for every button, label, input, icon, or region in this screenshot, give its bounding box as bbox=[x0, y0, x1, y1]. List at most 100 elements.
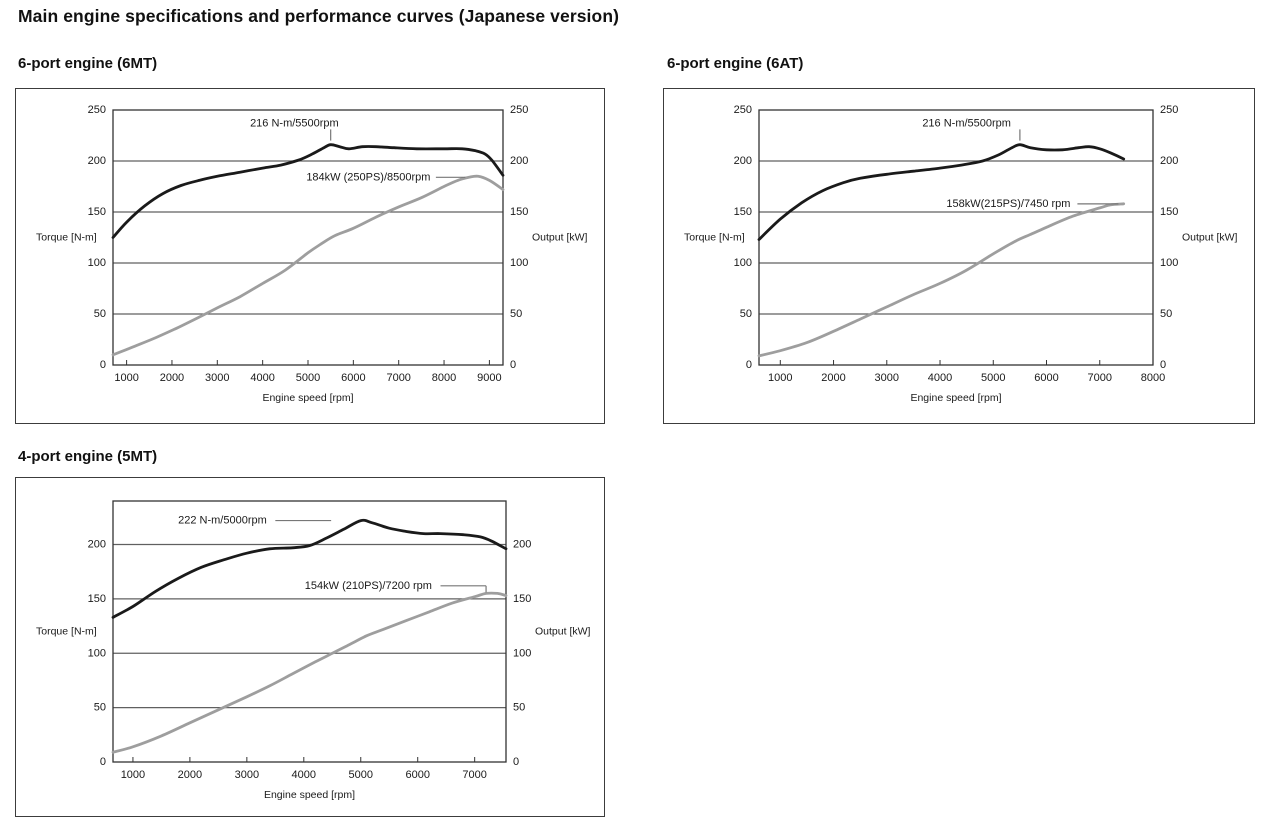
gridlines bbox=[113, 160, 503, 315]
y-tick-label-right: 200 bbox=[1160, 155, 1178, 167]
x-tick-label: 5000 bbox=[349, 769, 373, 781]
chart-card-6at: 1000 2000 3000 4000 5000 6000 7000 8000 Engine s… bbox=[663, 88, 1255, 424]
y-tick-label-right: 0 bbox=[513, 756, 519, 768]
y-tick-label-right: 100 bbox=[510, 257, 528, 269]
x-tick-label: 7000 bbox=[1088, 372, 1112, 384]
torque-curve bbox=[757, 143, 1126, 241]
y-tick-label-left: 150 bbox=[88, 206, 106, 218]
gridlines bbox=[759, 160, 1153, 315]
x-tick-label: 7000 bbox=[386, 372, 410, 384]
y-tick-label-left: 100 bbox=[88, 647, 106, 659]
x-tick-label: 7000 bbox=[462, 769, 486, 781]
y-tick-label-left: 50 bbox=[740, 308, 752, 320]
x-axis: 1000 2000 3000 4000 5000 6000 7000 8000 Engine s… bbox=[768, 360, 1165, 404]
y-axes: 0 0 50 50 100 100 150 150 200 200 250 250 Torque [N-… bbox=[684, 104, 1238, 371]
x-tick-label: 6000 bbox=[341, 372, 365, 384]
y-tick-label-left: 150 bbox=[88, 593, 106, 605]
x-axis-title: Engine speed [rpm] bbox=[264, 789, 355, 801]
y-tick-label-left: 100 bbox=[88, 257, 106, 269]
x-tick-label: 4000 bbox=[292, 769, 316, 781]
y-tick-label-left: 250 bbox=[88, 104, 106, 116]
x-tick-label: 1000 bbox=[121, 769, 145, 781]
y-tick-label-right: 50 bbox=[510, 308, 522, 320]
x-tick-label: 2000 bbox=[821, 372, 845, 384]
gridlines bbox=[113, 543, 506, 709]
x-tick-label: 5000 bbox=[296, 372, 320, 384]
x-axis: 1000 2000 3000 4000 5000 6000 7000 Engine speed… bbox=[121, 757, 487, 801]
chart-title-5mt: 4-port engine (5MT) bbox=[18, 448, 158, 465]
y-tick-label-left: 0 bbox=[100, 756, 106, 768]
y-axis-title-right: Output [kW] bbox=[535, 626, 591, 638]
y-axis-title-right: Output [kW] bbox=[1182, 232, 1238, 244]
power-peak-label: 184kW (250PS)/8500rpm bbox=[306, 171, 466, 183]
annotation-text: 154kW (210PS)/7200 rpm bbox=[305, 580, 432, 592]
y-tick-label-left: 50 bbox=[94, 308, 106, 320]
y-tick-label-right: 100 bbox=[1160, 257, 1178, 269]
annotation-text: 216 N-m/5500rpm bbox=[922, 117, 1011, 129]
y-axes: 0 0 50 50 100 100 150 150 200 200 250 250 Torque [N-… bbox=[36, 104, 588, 371]
x-tick-label: 5000 bbox=[981, 372, 1005, 384]
y-tick-label-right: 150 bbox=[513, 593, 531, 605]
y-tick-label-left: 50 bbox=[94, 702, 106, 714]
chart-card-6mt: 1000 2000 3000 4000 5000 6000 7000 8000 9000 Engi… bbox=[15, 88, 605, 424]
y-tick-label-left: 200 bbox=[734, 155, 752, 167]
y-tick-label-left: 200 bbox=[88, 155, 106, 167]
power-curve bbox=[757, 202, 1126, 358]
x-tick-label: 8000 bbox=[1141, 372, 1165, 384]
y-tick-label-right: 250 bbox=[1160, 104, 1178, 116]
x-tick-label: 2000 bbox=[160, 372, 184, 384]
y-tick-label-right: 100 bbox=[513, 647, 531, 659]
x-tick-label: 6000 bbox=[405, 769, 429, 781]
y-tick-label-left: 0 bbox=[100, 359, 106, 371]
y-tick-label-right: 0 bbox=[510, 359, 516, 371]
x-tick-label: 6000 bbox=[1034, 372, 1058, 384]
y-tick-label-right: 150 bbox=[510, 206, 528, 218]
y-axis-title-right: Output [kW] bbox=[532, 232, 588, 244]
y-axis-title-left: Torque [N-m] bbox=[36, 626, 97, 638]
x-tick-label: 3000 bbox=[205, 372, 229, 384]
x-tick-label: 2000 bbox=[178, 769, 202, 781]
x-axis-title: Engine speed [rpm] bbox=[910, 392, 1001, 404]
power-peak-label: 158kW(215PS)/7450 rpm bbox=[946, 198, 1119, 210]
x-tick-label: 8000 bbox=[432, 372, 456, 384]
plot-border bbox=[758, 109, 1154, 366]
y-tick-label-left: 200 bbox=[88, 539, 106, 551]
y-tick-label-right: 200 bbox=[510, 155, 528, 167]
y-tick-label-left: 250 bbox=[734, 104, 752, 116]
y-tick-label-right: 200 bbox=[513, 539, 531, 551]
chart-card-5mt: 1000 2000 3000 4000 5000 6000 7000 Engine speed… bbox=[15, 477, 605, 817]
torque-peak-label: 216 N-m/5500rpm bbox=[922, 117, 1021, 141]
plot-border bbox=[112, 500, 507, 763]
annotation-text: 158kW(215PS)/7450 rpm bbox=[946, 198, 1070, 210]
y-tick-label-right: 0 bbox=[1160, 359, 1166, 371]
x-tick-label: 1000 bbox=[114, 372, 138, 384]
torque-curve bbox=[111, 518, 508, 619]
y-tick-label-right: 50 bbox=[1160, 308, 1172, 320]
performance-chart-6mt: 1000 2000 3000 4000 5000 6000 7000 8000 9000Engi… bbox=[36, 104, 588, 404]
x-tick-label: 3000 bbox=[875, 372, 899, 384]
annotation-text: 222 N-m/5000rpm bbox=[178, 515, 267, 527]
y-axis-title-left: Torque [N-m] bbox=[36, 232, 97, 244]
chart-title-6mt: 6-port engine (6MT) bbox=[18, 55, 158, 72]
x-tick-label: 4000 bbox=[250, 372, 274, 384]
x-tick-label: 3000 bbox=[235, 769, 259, 781]
torque-curve bbox=[111, 143, 505, 239]
page-title: Main engine specifications and performan… bbox=[18, 6, 620, 26]
torque-peak-label: 222 N-m/5000rpm bbox=[178, 515, 332, 527]
x-tick-label: 9000 bbox=[477, 372, 501, 384]
power-curve bbox=[111, 591, 508, 754]
annotation-text: 216 N-m/5500rpm bbox=[250, 117, 339, 129]
x-axis-title: Engine speed [rpm] bbox=[262, 392, 353, 404]
y-tick-label-left: 0 bbox=[746, 359, 752, 371]
y-tick-label-left: 150 bbox=[734, 206, 752, 218]
torque-peak-label: 216 N-m/5500rpm bbox=[250, 117, 339, 141]
chart-title-6at: 6-port engine (6AT) bbox=[667, 55, 804, 72]
y-tick-label-right: 250 bbox=[510, 104, 528, 116]
x-tick-label: 1000 bbox=[768, 372, 792, 384]
y-axis-title-left: Torque [N-m] bbox=[684, 232, 745, 244]
y-axes: 0 0 50 50 100 100 150 150 200 200 Torque [N-m] Outp… bbox=[36, 539, 591, 769]
annotation-text: 184kW (250PS)/8500rpm bbox=[306, 171, 430, 183]
